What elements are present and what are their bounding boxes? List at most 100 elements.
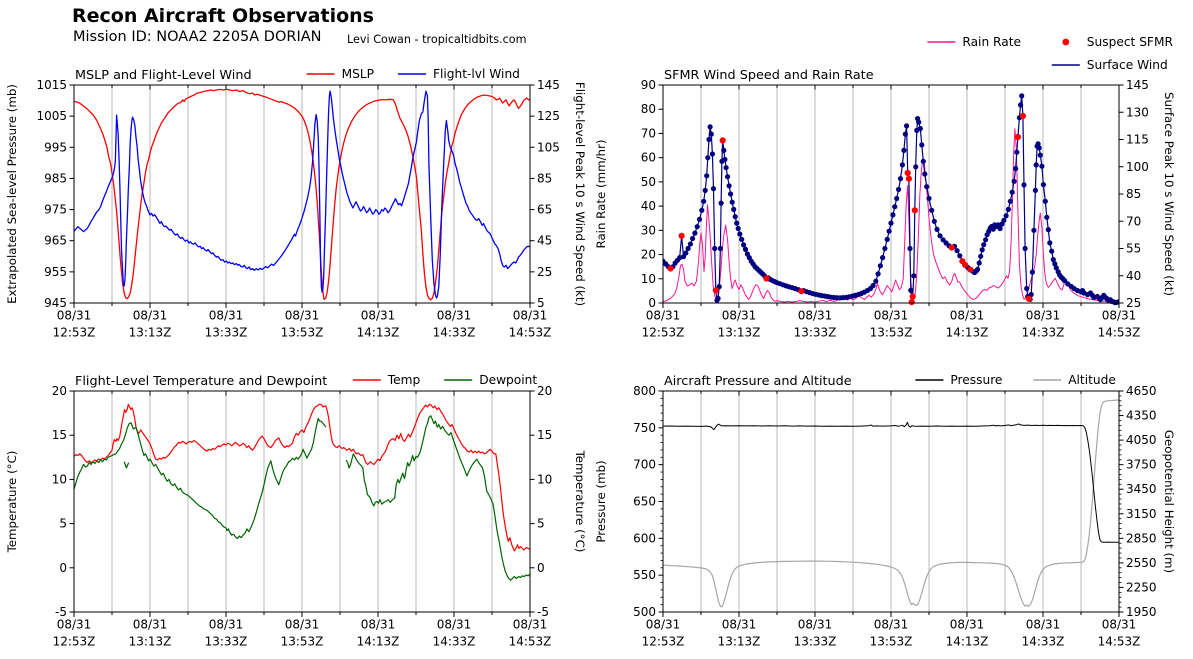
- legend-label: Altitude: [1068, 373, 1116, 387]
- y-tick-label: 15: [52, 428, 67, 442]
- y-tick-label: 25: [1126, 296, 1141, 310]
- x-tick-date: 08/31: [722, 618, 757, 632]
- series-line-dewpoint: [74, 417, 327, 540]
- y-tick-label: 4650: [1126, 384, 1157, 398]
- series-altitude: [663, 399, 1119, 608]
- x-tick-time: 14:13Z: [946, 326, 989, 340]
- x-tick-date: 08/31: [513, 618, 548, 632]
- y-tick-label: 65: [537, 203, 552, 217]
- x-tick-time: 13:33Z: [205, 635, 248, 649]
- series-line-flight-lvl-wind: [74, 90, 530, 299]
- legend-item-flight-lvl-wind: Flight-lvl Wind: [398, 67, 520, 81]
- series-dewpoint: [74, 415, 530, 581]
- y-tick-label: 20: [537, 384, 552, 398]
- series-line-dewpoint: [345, 415, 530, 581]
- panel-title: SFMR Wind Speed and Rain Rate: [664, 68, 874, 83]
- y-tick-label: 3750: [1126, 458, 1157, 472]
- y-tick-label: 125: [537, 109, 560, 123]
- x-tick-date: 08/31: [437, 309, 472, 323]
- x-tick-time: 13:13Z: [718, 635, 761, 649]
- y-axis-label-right: Geopotential Height (m): [1162, 430, 1176, 573]
- series-surface-wind: [663, 93, 1119, 306]
- y-tick-label: 985: [44, 171, 67, 185]
- legend-item-temp: Temp: [352, 373, 421, 387]
- series-layer: [74, 403, 530, 581]
- y-axis-left: 945 955 965 975 985 995 1005 1015 Extrapolated S…: [5, 78, 74, 310]
- series-layer: [663, 399, 1119, 608]
- panel-mslp-flight-wind: 08/31 12:53Z 08/31 13:13Z 08/31 13:33Z 08/31 13…: [5, 67, 587, 340]
- y-tick-label: 1005: [36, 109, 67, 123]
- credit-text: Levi Cowan - tropicaltidbits.com: [347, 33, 527, 46]
- x-tick-date: 08/31: [646, 618, 681, 632]
- x-tick-date: 08/31: [57, 618, 92, 632]
- y-tick-label: 10: [537, 472, 552, 486]
- x-tick-date: 08/31: [361, 618, 396, 632]
- series-line-mslp: [74, 88, 530, 301]
- y-tick-label: 1950: [1126, 605, 1157, 619]
- y-tick-label: 40: [1126, 269, 1141, 283]
- x-tick-time: 13:33Z: [794, 326, 837, 340]
- y-tick-label: 750: [633, 421, 656, 435]
- gridlines: [111, 85, 493, 303]
- x-tick-time: 14:33Z: [1022, 326, 1065, 340]
- x-tick-time: 13:13Z: [129, 326, 172, 340]
- series-line-pressure: [663, 421, 1119, 543]
- y-tick-label: 995: [44, 140, 67, 154]
- legend: Pressure Altitude: [915, 373, 1116, 387]
- y-tick-label: 90: [641, 78, 656, 92]
- series-suspect-sfmr: [667, 112, 1032, 306]
- panel-title: Flight-Level Temperature and Dewpoint: [75, 374, 327, 389]
- x-tick-date: 08/31: [361, 309, 396, 323]
- legend-label: MSLP: [342, 67, 374, 81]
- x-tick-time: 13:33Z: [205, 326, 248, 340]
- y-tick-label: 1015: [36, 78, 67, 92]
- y-tick-label: 115: [1126, 133, 1149, 147]
- y-tick-label: 2850: [1126, 531, 1157, 545]
- x-tick-time: 12:53Z: [53, 635, 96, 649]
- x-tick-time: 14:53Z: [1098, 635, 1141, 649]
- series-mslp: [74, 88, 530, 301]
- y-tick-label: 70: [641, 126, 656, 140]
- x-axis: 08/31 12:53Z 08/31 13:13Z 08/31 13:33Z 08/31 13…: [53, 391, 552, 649]
- legend-label: Rain Rate: [962, 35, 1021, 49]
- x-tick-time: 14:13Z: [357, 326, 400, 340]
- x-tick-time: 12:53Z: [642, 635, 685, 649]
- x-tick-time: 14:53Z: [509, 635, 552, 649]
- series-layer: [74, 88, 530, 301]
- x-tick-time: 13:53Z: [870, 326, 913, 340]
- y-tick-label: 40: [641, 199, 656, 213]
- y-axis-label-right: Flight-level Peak 10 s Wind Speed (kt): [573, 82, 587, 306]
- y-tick-label: 600: [633, 531, 656, 545]
- x-axis: 08/31 12:53Z 08/31 13:13Z 08/31 13:33Z 08/31 13…: [642, 85, 1140, 340]
- x-tick-date: 08/31: [874, 618, 909, 632]
- y-tick-label: 965: [44, 234, 67, 248]
- x-tick-date: 08/31: [1102, 618, 1137, 632]
- gridlines: [700, 391, 1082, 612]
- x-tick-time: 14:33Z: [1022, 635, 1065, 649]
- x-tick-time: 13:53Z: [281, 326, 324, 340]
- y-tick-label: 10: [52, 472, 67, 486]
- legend-item-mslp: MSLP: [306, 67, 374, 81]
- y-tick-label: 20: [52, 384, 67, 398]
- x-tick-date: 08/31: [798, 618, 833, 632]
- y-tick-label: 80: [641, 102, 656, 116]
- x-tick-date: 08/31: [1026, 309, 1061, 323]
- y-tick-label: 5: [537, 296, 545, 310]
- y-tick-label: 700: [633, 458, 656, 472]
- y-tick-label: 0: [59, 561, 67, 575]
- legend-item-suspect-sfmr: Suspect SFMR: [1062, 35, 1173, 49]
- y-tick-label: 70: [1126, 214, 1141, 228]
- y-axis-left: -5 0 5 10 15 20 Temperature (°C): [5, 384, 74, 619]
- x-tick-date: 08/31: [1102, 309, 1137, 323]
- y-axis-left: 0 10 20 30 40 50 60 70 80 90 Rain Rate (mm/hr): [594, 78, 663, 310]
- legend-item-dewpoint: Dewpoint: [444, 373, 537, 387]
- x-tick-date: 08/31: [874, 309, 909, 323]
- x-tick-date: 08/31: [646, 309, 681, 323]
- y-axis-label-left: Pressure (mb): [594, 460, 608, 542]
- legend-item-pressure: Pressure: [915, 373, 1002, 387]
- x-tick-time: 14:53Z: [509, 326, 552, 340]
- y-tick-label: 945: [44, 296, 67, 310]
- panel-title: MSLP and Flight-Level Wind: [75, 68, 252, 83]
- y-axis-label-right: Surface Peak 10 s Wind Speed (kt): [1162, 92, 1176, 296]
- panel-sfmr-wind-rain: 08/31 12:53Z 08/31 13:13Z 08/31 13:33Z 08/31 13…: [594, 35, 1176, 340]
